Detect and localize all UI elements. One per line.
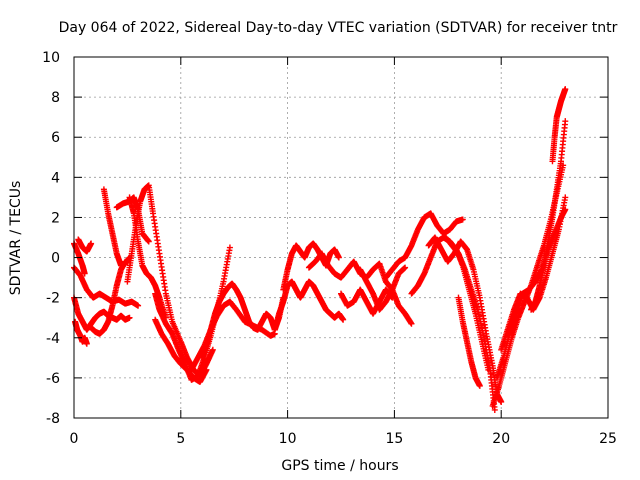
y-tick-label: -4 [46, 331, 60, 347]
y-tick-label: 6 [51, 130, 60, 146]
series-arc-17 [305, 250, 409, 293]
data-point [562, 118, 569, 125]
data-point [562, 86, 569, 93]
y-tick-label: 8 [51, 90, 60, 106]
data-point [476, 382, 483, 389]
series-arc-5 [75, 236, 95, 255]
x-tick-label: 15 [385, 431, 403, 447]
series-arc-12 [152, 316, 210, 385]
y-axis-label: SDTVAR / TECUs [8, 181, 24, 296]
series-arc-18 [338, 286, 396, 317]
series-arc-2 [71, 240, 88, 277]
y-tick-label: -6 [46, 371, 60, 387]
data-point [83, 340, 90, 347]
data-point [335, 254, 342, 261]
y-tick-label: -8 [46, 411, 60, 427]
data-point [126, 314, 133, 321]
data-points [71, 86, 569, 413]
data-point [88, 240, 95, 247]
axis-ticks: 0 5 10 15 20 25 -8 -6 -4 -2 0 2 4 6 8 10 [42, 50, 617, 447]
series-arc-14 [188, 298, 278, 373]
series-arc-1 [71, 294, 133, 333]
series-arc-28 [528, 118, 569, 313]
plot-frame [73, 56, 609, 419]
x-axis-label: GPS time / hours [281, 458, 398, 474]
x-tick-label: 25 [599, 431, 617, 447]
data-point [145, 238, 152, 245]
data-point [226, 244, 233, 251]
data-point [340, 316, 347, 323]
data-point [209, 346, 216, 353]
y-tick-label: -2 [46, 291, 60, 307]
series-arc-29 [549, 86, 569, 165]
series-arc-3 [72, 318, 90, 347]
y-tick-label: 10 [42, 50, 60, 66]
data-point [491, 406, 498, 413]
data-point [81, 270, 88, 277]
x-tick-label: 10 [279, 431, 297, 447]
series-arc-9 [124, 182, 216, 379]
x-tick-label: 20 [492, 431, 510, 447]
data-point [203, 366, 210, 373]
series-arc-23 [442, 234, 498, 413]
y-tick-label: 2 [51, 210, 60, 226]
x-tick-label: 5 [176, 431, 185, 447]
data-point [408, 320, 415, 327]
series-arc-10 [126, 194, 169, 321]
y-tick-label: 4 [51, 170, 60, 186]
chart-title: Day 064 of 2022, Sidereal Day-to-day VTE… [59, 20, 618, 36]
data-point [402, 264, 409, 271]
data-point [498, 398, 505, 405]
series-arc-15 [271, 278, 347, 333]
data-point [135, 302, 142, 309]
series-arc-24 [455, 294, 483, 389]
x-tick-label: 0 [70, 431, 79, 447]
data-point [562, 194, 569, 201]
series-arc-19 [357, 266, 415, 327]
y-tick-label: 0 [51, 251, 60, 267]
data-point [459, 216, 466, 223]
series-arc-20 [382, 210, 466, 281]
